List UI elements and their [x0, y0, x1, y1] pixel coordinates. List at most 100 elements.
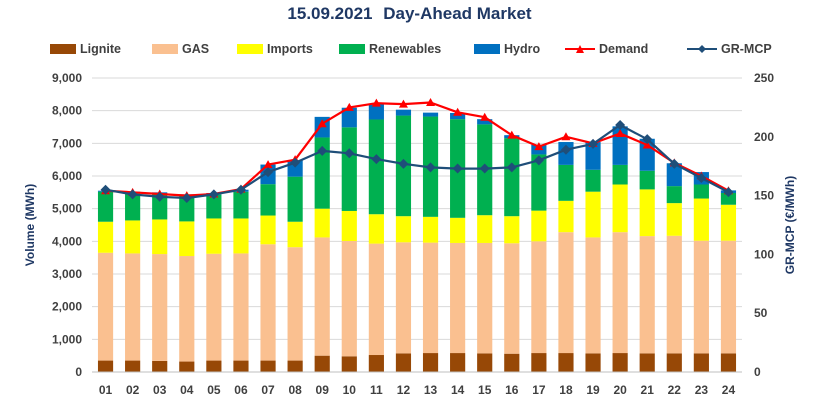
bar-lignite-08	[287, 360, 303, 372]
bar-imports-10	[341, 210, 357, 242]
x-tick-label: 12	[397, 383, 411, 397]
x-tick-label: 10	[343, 383, 357, 397]
x-tick-label: 06	[234, 383, 248, 397]
y-tick-label: 6,000	[52, 169, 82, 183]
point-demand-18	[561, 132, 571, 141]
bar-gas-07	[260, 244, 276, 361]
bar-lignite-13	[422, 353, 439, 372]
bar-gas-21	[639, 236, 655, 354]
bar-hydro-12	[395, 109, 412, 116]
bar-renewables-23	[693, 184, 709, 199]
bar-lignite-04	[179, 361, 195, 372]
bar-renewables-21	[639, 170, 655, 190]
bar-gas-17	[531, 241, 547, 354]
legend-label-imports: Imports	[267, 42, 313, 56]
bar-lignite-03	[152, 360, 168, 372]
legend-item-imports: Imports	[237, 42, 313, 56]
point-demand-15	[480, 112, 490, 121]
y2-tick-label: 100	[754, 247, 774, 261]
bar-lignite-01	[97, 360, 114, 372]
bar-renewables-01	[97, 191, 114, 222]
x-tick-label: 08	[288, 383, 302, 397]
legend-label-renewables: Renewables	[369, 42, 442, 56]
bar-renewables-19	[585, 169, 601, 192]
bar-lignite-12	[395, 353, 412, 372]
bar-lignite-22	[666, 353, 682, 372]
chart-axes: 0 1,000 2,000 3,000 4,000 5,000 6,000 7,000 8,00…	[23, 71, 797, 397]
point-gr-mcp-12	[398, 158, 409, 169]
bar-imports-24	[720, 204, 737, 241]
y-tick-label: 9,000	[52, 71, 82, 85]
bar-lignite-10	[341, 356, 357, 372]
legend-label-gr-mcp: GR-MCP	[721, 42, 772, 56]
y-axis-title: Volume (MWh)	[23, 184, 37, 266]
bar-imports-07	[260, 215, 276, 245]
bar-gas-18	[558, 232, 574, 354]
bar-imports-02	[125, 220, 141, 254]
bar-renewables-04	[179, 195, 195, 222]
point-gr-mcp-18	[560, 144, 571, 155]
legend-swatch-lignite	[50, 44, 76, 54]
chart-title-date: 15.09.2021	[287, 4, 373, 23]
bar-renewables-05	[206, 194, 222, 219]
bar-imports-22	[666, 203, 682, 236]
legend-item-renewables: Renewables	[339, 42, 441, 56]
point-gr-mcp-11	[371, 154, 382, 165]
bar-gas-14	[450, 242, 466, 354]
point-gr-mcp-21	[642, 134, 653, 145]
bar-lignite-05	[206, 360, 222, 372]
bar-lignite-16	[504, 353, 520, 372]
x-tick-label: 09	[316, 383, 330, 397]
bar-renewables-16	[504, 138, 520, 217]
bar-imports-08	[287, 221, 303, 248]
bar-lignite-06	[233, 360, 249, 372]
x-tick-label: 23	[695, 383, 709, 397]
legend-swatch-hydro	[474, 44, 500, 54]
point-gr-mcp-10	[344, 148, 355, 159]
bar-gas-09	[314, 237, 330, 356]
point-demand-16	[507, 130, 517, 139]
bar-imports-19	[585, 191, 601, 238]
bar-gas-11	[368, 243, 384, 356]
bar-gas-02	[125, 253, 141, 361]
line-gr-mcp	[105, 123, 730, 200]
x-tick-label: 02	[126, 383, 140, 397]
y-tick-label: 8,000	[52, 104, 82, 118]
x-tick-label: 16	[505, 383, 519, 397]
point-gr-mcp-14	[452, 163, 463, 174]
point-gr-mcp-01	[100, 184, 111, 195]
line-demand	[105, 101, 730, 197]
bar-renewables-22	[666, 186, 682, 204]
bar-imports-18	[558, 200, 574, 233]
point-gr-mcp-16	[506, 162, 517, 173]
x-tick-label: 11	[370, 383, 383, 397]
y-tick-label: 4,000	[52, 234, 82, 248]
legend-swatch-demand	[565, 43, 595, 55]
point-gr-mcp-09	[317, 145, 328, 156]
bar-gas-15	[477, 242, 493, 354]
y2-tick-label: 200	[754, 130, 774, 144]
x-tick-label: 04	[180, 383, 194, 397]
chart-title-text: Day-Ahead Market	[383, 4, 532, 23]
bar-gas-24	[720, 240, 737, 354]
bar-renewables-20	[612, 164, 628, 185]
point-demand-07	[263, 160, 273, 169]
x-tick-label: 03	[153, 383, 167, 397]
point-demand-14	[453, 107, 463, 116]
bar-renewables-03	[152, 194, 168, 220]
bar-renewables-07	[260, 184, 276, 216]
x-tick-label: 20	[613, 383, 627, 397]
bar-imports-23	[693, 198, 709, 241]
bar-hydro-11	[368, 103, 384, 120]
point-demand-20	[615, 129, 625, 138]
y-tick-label: 0	[75, 365, 82, 379]
bar-hydro-13	[422, 112, 439, 117]
bar-lignite-17	[531, 353, 547, 372]
legend-label-lignite: Lignite	[80, 42, 121, 56]
y-tick-label: 3,000	[52, 267, 82, 281]
point-demand-21	[642, 140, 652, 149]
point-gr-mcp-03	[154, 191, 165, 202]
bar-lignite-21	[639, 353, 655, 372]
point-gr-mcp-05	[208, 189, 219, 200]
